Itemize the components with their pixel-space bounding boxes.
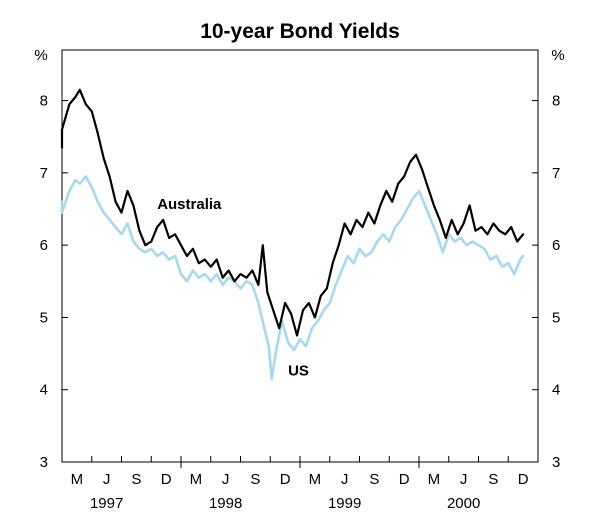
plot-frame — [61, 49, 539, 463]
x-tick-label: D — [161, 471, 172, 488]
x-tick-label: D — [518, 471, 529, 488]
y-tick-label-right: 4 — [552, 382, 560, 399]
y-tick-label-right: 6 — [552, 237, 560, 254]
chart-title: 10-year Bond Yields — [200, 20, 400, 43]
series-line-australia — [60, 88, 525, 337]
x-tick-label: J — [222, 471, 230, 488]
x-tick-label: S — [488, 471, 498, 488]
x-year-label: 1997 — [90, 495, 123, 512]
x-tick-label: J — [341, 471, 349, 488]
x-year-label: 2000 — [447, 495, 480, 512]
annotations: Australia US — [157, 196, 309, 379]
annotation-australia: Australia — [157, 196, 222, 213]
x-tick-label: J — [103, 471, 111, 488]
x-tick-label: S — [250, 471, 260, 488]
x-tick-label: D — [280, 471, 291, 488]
y-unit-right: % — [551, 47, 564, 64]
y-tick-label-left: 8 — [40, 93, 48, 110]
x-tick-label: M — [190, 471, 203, 488]
y-tick-label-left: 4 — [40, 382, 48, 399]
series-line-us — [60, 175, 525, 381]
y-tick-label-right: 3 — [552, 454, 560, 471]
y-tick-label-left: 7 — [40, 165, 48, 182]
x-tick-label: S — [131, 471, 141, 488]
y-unit-left: % — [34, 47, 47, 64]
axis-ticks: 3 3 4 4 5 5 6 6 7 7 8 8 M J S D M J S D M J S D M J S D 1997 1998 1999… — [40, 93, 561, 512]
y-tick-label-right: 7 — [552, 165, 560, 182]
x-tick-label: M — [71, 471, 84, 488]
x-year-label: 1998 — [209, 495, 242, 512]
annotation-us: US — [288, 362, 309, 379]
x-year-label: 1999 — [328, 495, 361, 512]
x-tick-label: M — [428, 471, 441, 488]
x-tick-label: J — [460, 471, 468, 488]
y-tick-label-left: 5 — [40, 309, 48, 326]
y-tick-label-right: 8 — [552, 93, 560, 110]
series-lines — [60, 88, 525, 381]
x-tick-label: S — [369, 471, 379, 488]
y-tick-label-left: 3 — [40, 454, 48, 471]
x-tick-label: M — [309, 471, 322, 488]
y-tick-label-right: 5 — [552, 309, 560, 326]
x-tick-label: D — [399, 471, 410, 488]
y-tick-label-left: 6 — [40, 237, 48, 254]
